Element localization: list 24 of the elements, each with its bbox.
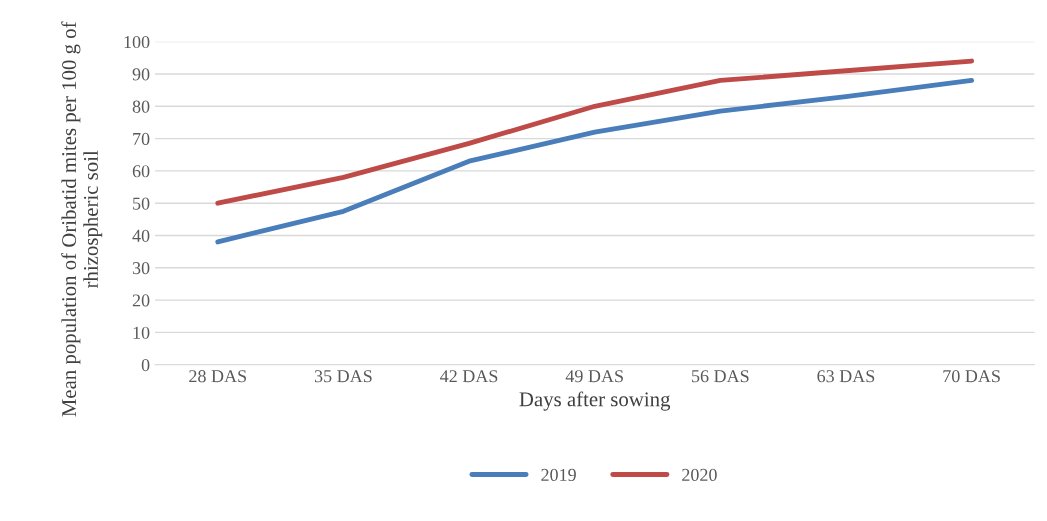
y-tick-label: 40	[132, 229, 150, 242]
legend-label: 2019	[541, 468, 576, 481]
y-tick-label: 30	[132, 262, 150, 275]
x-tick-label: 35 DAS	[314, 370, 372, 383]
y-tick-label: 80	[132, 100, 150, 113]
x-tick-label: 42 DAS	[440, 370, 498, 383]
line-series	[215, 58, 975, 206]
y-tick-label: 100	[124, 35, 150, 49]
x-axis-title: Days after sowing	[519, 391, 671, 411]
y-tick-label: 90	[132, 68, 150, 81]
line-series	[215, 78, 975, 245]
legend-label: 2020	[682, 468, 717, 481]
x-tick-label: 70 DAS	[943, 370, 1000, 383]
x-tick-label: 28 DAS	[189, 370, 246, 383]
y-tick-label: 0	[141, 358, 150, 372]
y-tick-label: 10	[133, 326, 150, 339]
x-tick-label: 56 DAS	[692, 370, 749, 383]
y-axis-title: Mean population of Oribatid mites per 100 g of rhizospheric soil	[61, 21, 103, 417]
y-tick-label: 50	[133, 197, 150, 210]
x-tick-label: 63 DAS	[817, 370, 875, 383]
x-tick-label: 49 DAS	[565, 370, 623, 383]
y-tick-label: 60	[132, 165, 150, 178]
y-tick-label: 70	[133, 132, 150, 146]
y-tick-label: 20	[132, 294, 150, 307]
